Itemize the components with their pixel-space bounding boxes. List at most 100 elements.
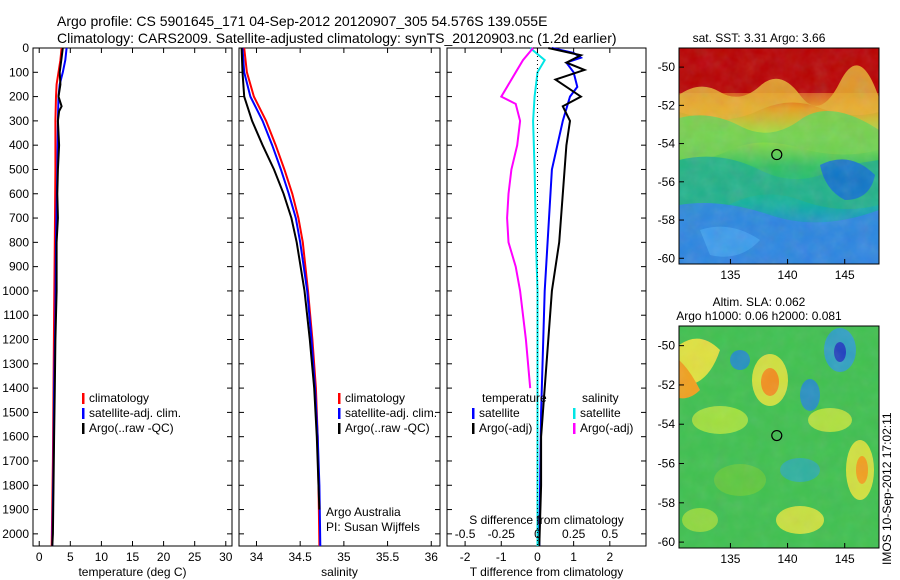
legend-entry: Argo(-adj) — [479, 421, 532, 435]
map-title: sat. SST: 3.31 Argo: 3.66 — [693, 31, 826, 45]
x-tick-label: 140 — [778, 268, 798, 282]
y-tick-label: 1300 — [2, 357, 29, 371]
plot-frame — [32, 47, 233, 547]
y-tick-label: 700 — [9, 211, 29, 225]
y-tick-label: -60 — [658, 535, 676, 549]
x-axis-label: T difference from climatology — [470, 565, 624, 579]
y-tick-label: -56 — [658, 175, 676, 189]
argo-position-marker — [771, 429, 783, 442]
x-tick-label: 1 — [570, 550, 577, 564]
x-tick-label: -2 — [460, 550, 471, 564]
y-tick-label: 2000 — [2, 527, 29, 541]
legend-entry: satellite — [479, 406, 520, 420]
x-axis-label: temperature (deg C) — [78, 565, 186, 579]
y-tick-label: 1700 — [2, 454, 29, 468]
x2-tick-label: -0.5 — [455, 527, 476, 541]
x2-axis-label: S difference from climatology — [469, 513, 624, 527]
x-tick-label: 34.5 — [288, 550, 312, 564]
x-tick-label: 25 — [188, 550, 202, 564]
x2-tick-label: 0.5 — [601, 527, 618, 541]
x-tick-label: 5 — [67, 550, 74, 564]
plot-frame — [238, 47, 441, 547]
series-argo-raw-qc- — [51, 47, 64, 547]
legend-swatch — [338, 393, 341, 404]
y-tick-label: 1200 — [2, 333, 29, 347]
y-tick-label: 600 — [9, 187, 29, 201]
panel-difference: -2 -1 0 1 2T difference from climatology -0.5… — [446, 47, 647, 579]
legend-entry: Argo(..raw -QC) — [345, 421, 430, 435]
x-tick-label: 140 — [778, 552, 798, 566]
x-tick-label: 135 — [720, 552, 740, 566]
y-tick-label: 500 — [9, 162, 29, 176]
legend-heading: temperature — [482, 391, 547, 405]
x-axis-label: salinity — [321, 565, 358, 579]
legend-swatch — [338, 408, 341, 419]
x-tick-label: 145 — [835, 552, 855, 566]
y-tick-label: -60 — [658, 251, 676, 265]
legend-heading: salinity — [582, 391, 619, 405]
legend-swatch — [573, 423, 576, 434]
series-satellite — [529, 47, 546, 546]
map-sla_map: 135 140 145 -50 -52 -54 -56 -58 -60 Altim. SLA: 0… — [658, 295, 880, 566]
title-line-2: Climatology: CARS2009. Satellite-adjuste… — [57, 30, 617, 46]
annotation-line-2: PI: Susan Wijffels — [326, 520, 420, 534]
legend-swatch — [82, 393, 85, 404]
legend-entry: climatology — [89, 391, 149, 405]
y-tick-label: 1400 — [2, 381, 29, 395]
plot-frame — [446, 47, 647, 547]
map-title: Argo h1000: 0.06 h2000: 0.081 — [676, 309, 842, 323]
x-tick-label: 2 — [606, 550, 613, 564]
legend-swatch — [82, 408, 85, 419]
x-tick-label: 145 — [835, 268, 855, 282]
x-tick-label: 30 — [219, 550, 233, 564]
map-title: Altim. SLA: 0.062 — [713, 295, 806, 309]
y-tick-label: 400 — [9, 138, 29, 152]
series-argo-adj- — [538, 47, 588, 547]
map-frame — [678, 325, 880, 549]
legend-swatch — [338, 423, 341, 434]
annotation-line-1: Argo Australia — [326, 505, 401, 519]
x-tick-label: 35 — [337, 550, 351, 564]
x-tick-label: 20 — [157, 550, 171, 564]
y-tick-label: 1600 — [2, 430, 29, 444]
title-line-1: Argo profile: CS 5901645_171 04-Sep-2012… — [57, 13, 548, 29]
y-tick-label: 1500 — [2, 405, 29, 419]
argo-position-marker — [771, 148, 783, 161]
legend-swatch — [472, 423, 475, 434]
panel-temperature: 0 5 10 15 20 25 300100200300400500600700800900… — [2, 41, 232, 579]
x2-tick-label: 0 — [534, 527, 541, 541]
legend-swatch — [472, 408, 475, 419]
sst-map-image — [679, 48, 879, 264]
y-tick-label: -56 — [658, 457, 676, 471]
y-tick-label: 1900 — [2, 503, 29, 517]
y-tick-label: -50 — [658, 339, 676, 353]
panel-salinity: 34 34.5 35 35.5 36 salinity climatologysatelli… — [238, 47, 441, 579]
y-tick-label: -50 — [658, 60, 676, 74]
y-tick-label: 900 — [9, 260, 29, 274]
x-tick-label: 10 — [95, 550, 109, 564]
y-tick-label: -54 — [658, 137, 676, 151]
series-argo-adj- — [499, 47, 534, 389]
x-tick-label: 135 — [720, 268, 740, 282]
x2-tick-label: 0.25 — [562, 527, 586, 541]
y-tick-label: 300 — [9, 114, 29, 128]
x-tick-label: 35.5 — [376, 550, 400, 564]
y-tick-label: 0 — [22, 41, 29, 55]
legend-entry: Argo(-adj) — [580, 421, 633, 435]
sla-map-image — [679, 326, 879, 548]
legend-entry: Argo(..raw -QC) — [89, 421, 174, 435]
y-tick-label: 1000 — [2, 284, 29, 298]
legend-entry: satellite-adj. clim. — [345, 406, 437, 420]
y-tick-label: 1100 — [3, 308, 29, 322]
map-sst_map: 135 140 145 -50 -52 -54 -56 -58 -60 sat. SST: 3.3… — [658, 31, 880, 282]
x-tick-label: 0 — [534, 550, 541, 564]
x-tick-label: 36 — [425, 550, 439, 564]
y-tick-label: -58 — [658, 496, 676, 510]
legend-entry: satellite-adj. clim. — [89, 406, 181, 420]
map-frame — [678, 47, 880, 265]
x-tick-label: 0 — [36, 550, 43, 564]
y-tick-label: -52 — [658, 98, 676, 112]
legend-entry: climatology — [345, 391, 405, 405]
x-tick-label: 34 — [250, 550, 264, 564]
